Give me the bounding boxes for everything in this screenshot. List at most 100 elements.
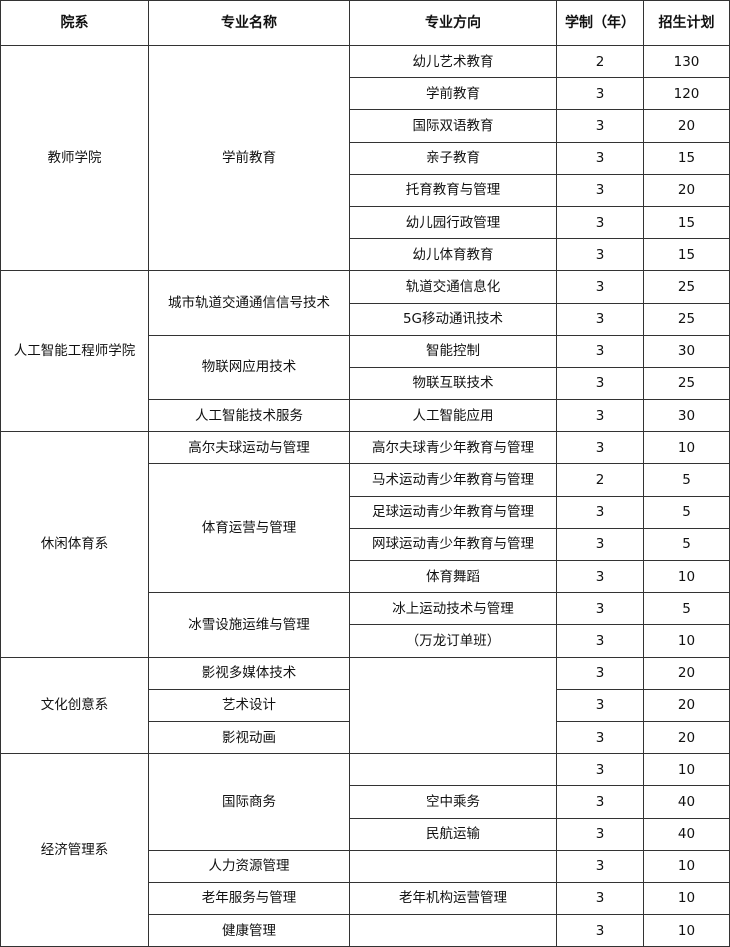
direction-cell (349, 849, 557, 883)
years-cell: 3 (556, 753, 644, 787)
table-row: 物联互联技术 3 25 (1, 366, 730, 401)
table-row: 学前教育 3 120 (1, 77, 730, 111)
years-cell: 3 (556, 624, 644, 658)
years-cell: 3 (556, 720, 644, 755)
header-plan: 招生计划 (643, 0, 730, 46)
plan-cell: 25 (643, 270, 730, 304)
direction-cell: 幼儿艺术教育 (349, 44, 557, 79)
direction-cell: （万龙订单班） (349, 624, 557, 658)
table-row: 体育运营与管理 马术运动青少年教育与管理 2 5 (1, 463, 730, 594)
header-years: 学制（年） (556, 0, 644, 46)
years-cell: 3 (556, 77, 644, 111)
plan-cell: 40 (643, 785, 730, 819)
years-cell: 3 (556, 431, 644, 465)
plan-cell: 15 (643, 205, 730, 240)
plan-cell: 20 (643, 109, 730, 143)
major-cell: 国际商务 (148, 753, 350, 851)
header-major: 专业名称 (148, 0, 350, 46)
plan-cell: 20 (643, 173, 730, 207)
direction-cell: 体育舞蹈 (349, 559, 557, 594)
department-cell: 人工智能工程师学院 (0, 270, 149, 433)
major-cell: 健康管理 (148, 914, 350, 947)
years-cell: 3 (556, 238, 644, 272)
plan-cell: 30 (643, 399, 730, 433)
table-row: 教师学院 学前教育 幼儿艺术教育 2 130 (0, 44, 730, 272)
table-row: 托育教育与管理 3 20 (1, 173, 730, 207)
major-cell: 高尔夫球运动与管理 (148, 431, 350, 465)
plan-cell: 10 (643, 881, 730, 916)
plan-cell: 25 (643, 366, 730, 401)
plan-cell: 20 (643, 688, 730, 722)
direction-cell (349, 753, 557, 787)
major-cell: 老年服务与管理 (148, 881, 350, 916)
direction-cell: 人工智能应用 (349, 399, 557, 433)
direction-cell: 冰上运动技术与管理 (349, 592, 557, 626)
plan-cell: 5 (643, 527, 730, 562)
plan-cell: 10 (643, 431, 730, 465)
major-cell: 冰雪设施运维与管理 (148, 592, 350, 658)
plan-cell: 20 (643, 656, 730, 690)
direction-cell: 智能控制 (349, 334, 557, 368)
major-cell: 人工智能技术服务 (148, 399, 350, 433)
table-row: 艺术设计 3 20 (1, 688, 730, 722)
direction-cell: 学前教育 (349, 77, 557, 111)
plan-cell: 10 (643, 753, 730, 787)
years-cell: 3 (556, 592, 644, 626)
table-row: 民航运输 3 40 (1, 817, 730, 851)
table-row: 幼儿园行政管理 3 15 (1, 205, 730, 240)
years-cell: 3 (556, 688, 644, 722)
years-cell: 3 (556, 849, 644, 883)
department-cell: 文化创意系 (0, 656, 149, 755)
years-cell: 3 (556, 559, 644, 594)
table-row: 健康管理 3 10 (1, 914, 730, 947)
direction-cell: 物联互联技术 (349, 366, 557, 401)
plan-cell: 5 (643, 463, 730, 497)
major-cell: 体育运营与管理 (148, 463, 350, 594)
plan-cell: 5 (643, 495, 730, 529)
direction-cell: 国际双语教育 (349, 109, 557, 143)
direction-cell: 网球运动青少年教育与管理 (349, 527, 557, 562)
years-cell: 3 (556, 109, 644, 143)
plan-cell: 10 (643, 624, 730, 658)
table-row: 人工智能工程师学院 城市轨道交通通信信号技术 轨道交通信息化 3 25 (0, 270, 730, 433)
direction-cell: 托育教育与管理 (349, 173, 557, 207)
plan-cell: 5 (643, 592, 730, 626)
plan-cell: 20 (643, 720, 730, 755)
major-cell: 影视动画 (148, 720, 350, 755)
direction-cell: 5G移动通讯技术 (349, 302, 557, 336)
direction-cell: 民航运输 (349, 817, 557, 851)
department-cell: 教师学院 (0, 44, 149, 272)
years-cell: 3 (556, 495, 644, 529)
table-row: 网球运动青少年教育与管理 3 5 (1, 527, 730, 562)
years-cell: 3 (556, 656, 644, 690)
table-row: 人工智能技术服务 人工智能应用 3 30 (1, 399, 730, 433)
header-direction: 专业方向 (349, 0, 557, 46)
major-cell: 艺术设计 (148, 688, 350, 722)
years-cell: 3 (556, 270, 644, 304)
direction-cell: 足球运动青少年教育与管理 (349, 495, 557, 529)
plan-cell: 15 (643, 238, 730, 272)
plan-cell: 15 (643, 141, 730, 175)
direction-cell: 亲子教育 (349, 141, 557, 175)
years-cell: 3 (556, 399, 644, 433)
years-cell: 2 (556, 44, 644, 79)
direction-cell: 轨道交通信息化 (349, 270, 557, 304)
direction-cell: 高尔夫球青少年教育与管理 (349, 431, 557, 465)
direction-cell (349, 656, 557, 755)
table-row: 空中乘务 3 40 (1, 785, 730, 819)
major-cell: 学前教育 (148, 44, 350, 272)
department-cell: 经济管理系 (0, 753, 149, 947)
table-row: 经济管理系 国际商务 3 10 (0, 753, 730, 947)
table-row: 休闲体育系 高尔夫球运动与管理 高尔夫球青少年教育与管理 3 10 (0, 431, 730, 658)
department-cell: 休闲体育系 (0, 431, 149, 658)
table-row: 影视动画 3 20 (1, 720, 730, 755)
years-cell: 3 (556, 173, 644, 207)
table-row: （万龙订单班） 3 10 (1, 624, 730, 658)
years-cell: 3 (556, 785, 644, 819)
major-cell: 物联网应用技术 (148, 334, 350, 401)
years-cell: 3 (556, 881, 644, 916)
direction-cell (349, 914, 557, 947)
plan-cell: 120 (643, 77, 730, 111)
years-cell: 3 (556, 205, 644, 240)
